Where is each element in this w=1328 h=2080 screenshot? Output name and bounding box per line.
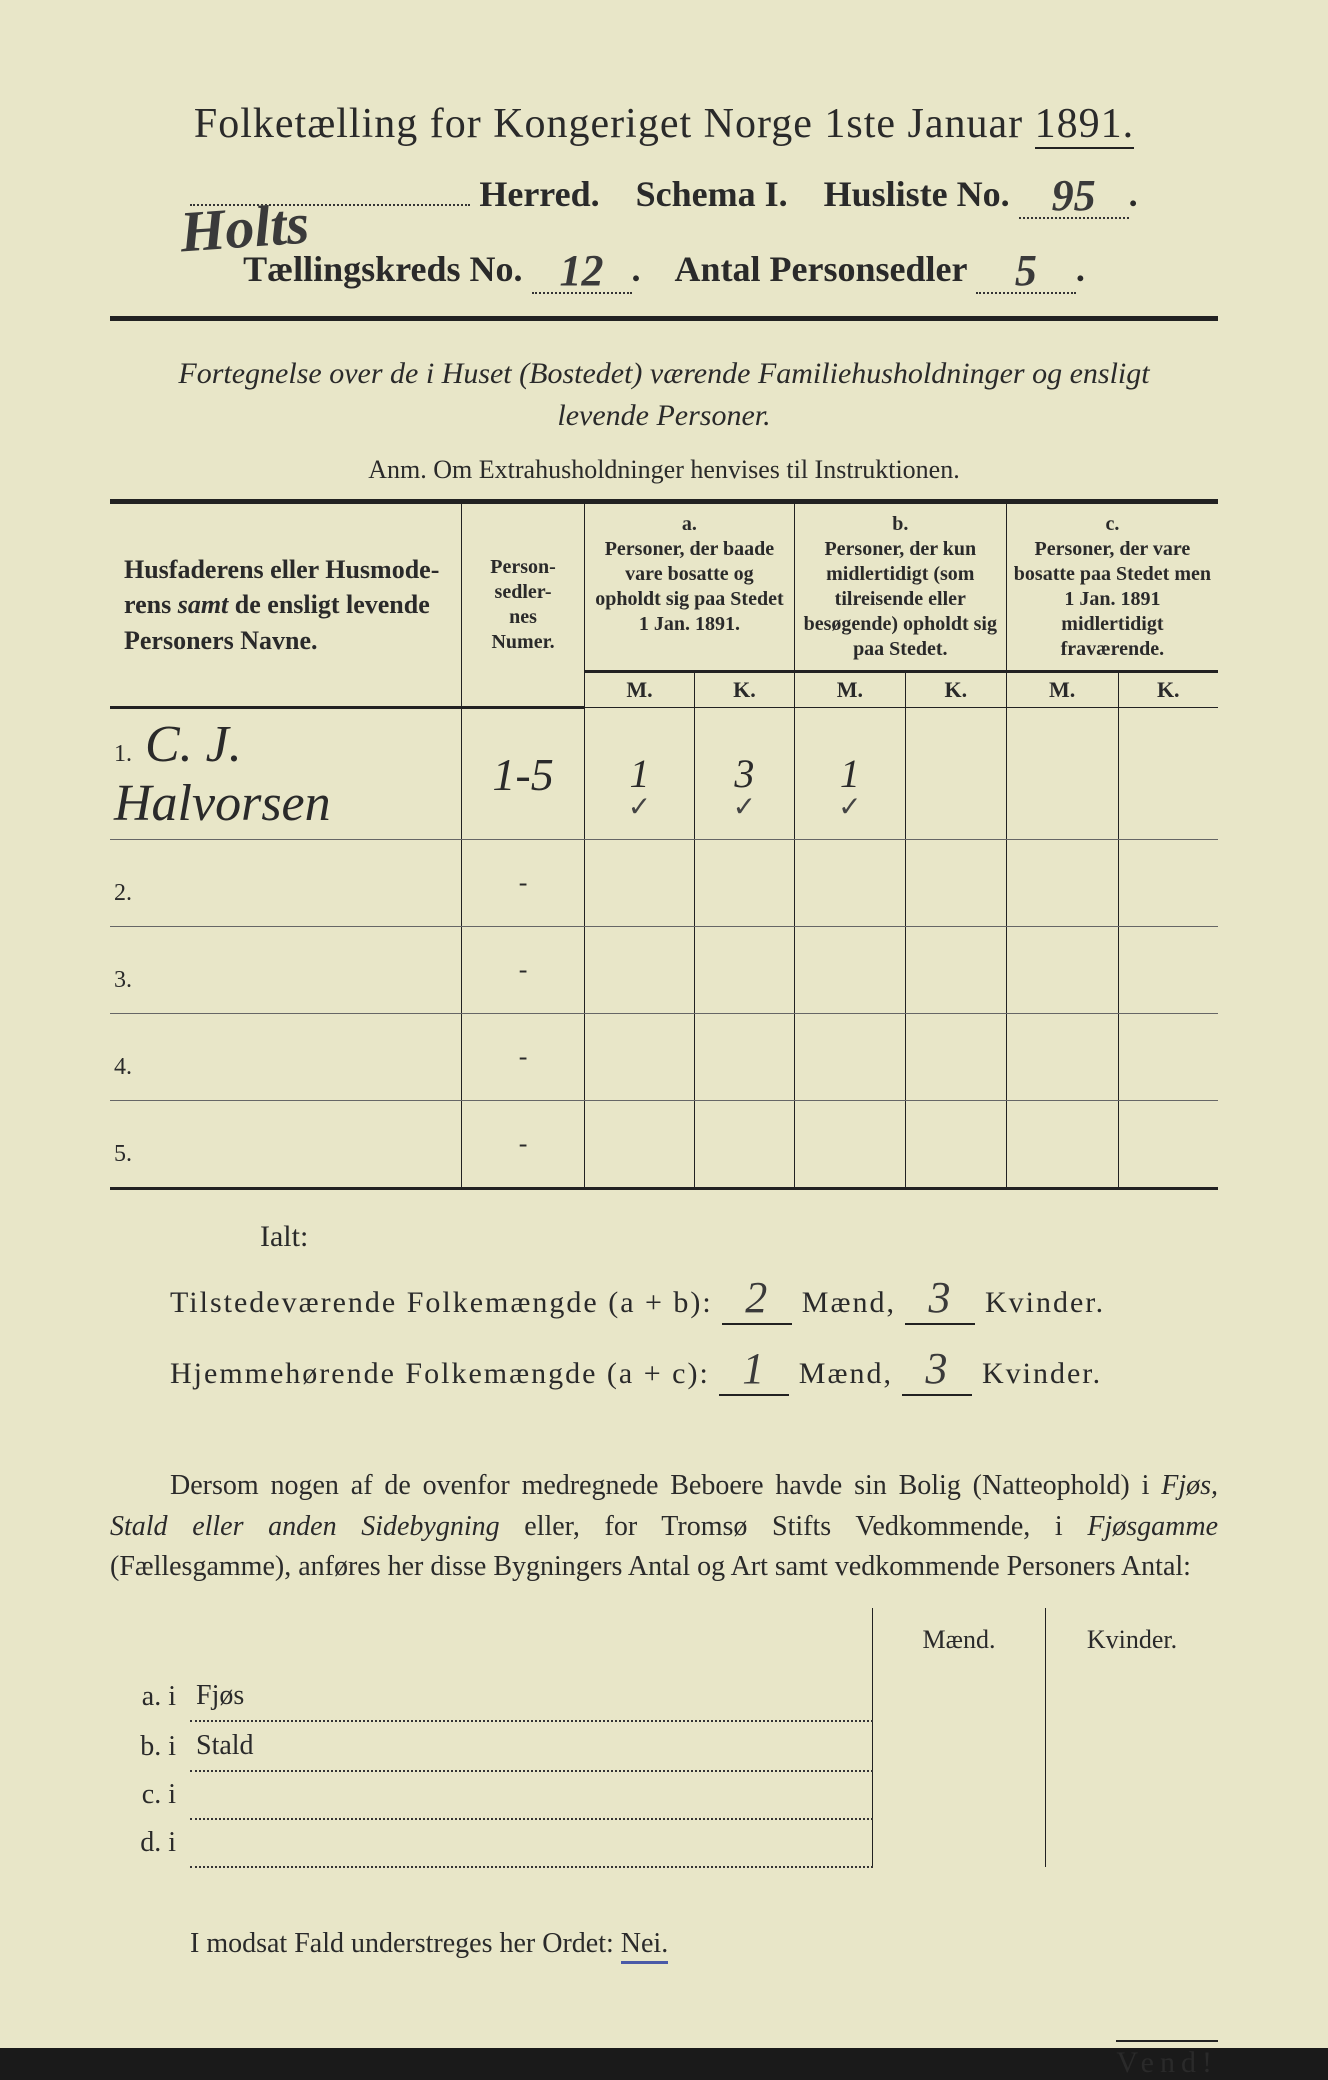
row-ps: 1-5 [462, 708, 585, 840]
row-cK [1118, 708, 1218, 840]
sum1-k: 3 [928, 1273, 952, 1322]
kreds-no: 12 [560, 246, 604, 295]
row-cM [1006, 708, 1118, 840]
col-names-1: Husfaderens eller Husmode- [124, 555, 439, 584]
table-row: 2. - [110, 840, 1218, 927]
modsat-line: I modsat Fald understreges her Ordet: Ne… [190, 1928, 1218, 1960]
divider-rule [110, 316, 1218, 321]
sum2-label: Hjemmehørende Folkemængde (a + c): [170, 1357, 710, 1390]
personsedler-label: Antal Personsedler [675, 249, 967, 289]
nei-underlined: Nei. [621, 1928, 668, 1964]
c-M: M. [1006, 672, 1118, 708]
building-paragraph: Dersom nogen af de ovenfor medregnede Be… [110, 1466, 1218, 1588]
c-K: K. [1118, 672, 1218, 708]
personsedler-no: 5 [1015, 246, 1037, 295]
census-form-page: Folketælling for Kongeriget Norge 1ste J… [0, 0, 1328, 2048]
bldg-row: d. i [110, 1819, 1218, 1867]
bldg-row: c. i [110, 1771, 1218, 1819]
sum-line-2: Hjemmehørende Folkemængde (a + c): 1 Mæn… [170, 1343, 1218, 1396]
herred-label: Herred. [479, 174, 599, 214]
row-bK [905, 708, 1006, 840]
subtitle-line-2: levende Personer. [557, 399, 770, 432]
a-M: M. [585, 672, 695, 708]
husliste-label: Husliste No. [824, 174, 1010, 214]
anm-note: Anm. Om Extrahusholdninger henvises til … [110, 455, 1218, 485]
sum1-label: Tilstedeværende Folkemængde (a + b): [170, 1286, 713, 1319]
col-header-a: a. Personer, der baade vare bosatte og o… [585, 502, 795, 672]
bldg-row: a. i Fjøs [110, 1672, 1218, 1721]
subtitle-line-1: Fortegnelse over de i Huset (Bostedet) v… [178, 357, 1149, 390]
schema-label: Schema I. [636, 174, 788, 214]
row-name: C. J. Halvorsen [114, 716, 331, 832]
a-K: K. [695, 672, 795, 708]
row-aM: 1 [585, 708, 695, 840]
bldg-row-text: Stald [196, 1730, 254, 1761]
kvinder-label: Kvinder. [985, 1286, 1105, 1319]
modsat-pre: I modsat Fald understreges her Ordet: [190, 1928, 614, 1959]
husliste-no: 95 [1052, 171, 1096, 220]
title-prefix: Folketælling for Kongeriget Norge 1ste J… [194, 101, 1023, 147]
sum-line-1: Tilstedeværende Folkemængde (a + b): 2 M… [170, 1272, 1218, 1325]
col-header-b: b. Personer, der kun midlertidigt (som t… [794, 502, 1006, 672]
sum2-k: 3 [925, 1344, 949, 1393]
bldg-row: b. i Stald [110, 1721, 1218, 1771]
sum2-m: 1 [742, 1344, 766, 1393]
vend-label: Vend! [1116, 2040, 1218, 2080]
table-row: 5. - [110, 1101, 1218, 1189]
table-row: 1. C. J. Halvorsen 1-5 1 3 1 [110, 708, 1218, 840]
b-K: K. [905, 672, 1006, 708]
col-names-3: Personers Navne. [124, 626, 318, 655]
bldg-row-text: Fjøs [196, 1680, 244, 1711]
col-header-c: c. Personer, der vare bosatte paa Stedet… [1006, 502, 1218, 672]
bldg-maend-header: Mænd. [873, 1608, 1046, 1672]
bldg-kvinder-header: Kvinder. [1046, 1608, 1219, 1672]
col-header-personsedler: Person- sedler- nes Numer. [462, 502, 585, 708]
b-M: M. [794, 672, 905, 708]
title-year: 1891. [1035, 101, 1135, 149]
ialt-label: Ialt: [260, 1220, 1218, 1254]
main-table-wrap: Husfaderens eller Husmode- rens samt de … [110, 499, 1218, 1190]
row-bM: 1 [794, 708, 905, 840]
table-row: 4. - [110, 1014, 1218, 1101]
title-line: Folketælling for Kongeriget Norge 1ste J… [110, 100, 1218, 148]
header-line-2: Holts Herred. Schema I. Husliste No. 95 … [110, 166, 1218, 219]
subtitle: Fortegnelse over de i Huset (Bostedet) v… [110, 353, 1218, 437]
sum1-m: 2 [745, 1273, 769, 1322]
col-header-names: Husfaderens eller Husmode- rens samt de … [110, 502, 462, 708]
building-table: Mænd. Kvinder. a. i Fjøs b. i Stald c. i [110, 1608, 1218, 1868]
herred-handwritten: Holts [178, 190, 311, 266]
table-body: 1. C. J. Halvorsen 1-5 1 3 1 2. - [110, 708, 1218, 1189]
main-table: Husfaderens eller Husmode- rens samt de … [110, 499, 1218, 1190]
row-aK: 3 [695, 708, 795, 840]
maend-label: Mænd, [802, 1286, 896, 1319]
table-row: 3. - [110, 927, 1218, 1014]
row-num: 1. [114, 741, 132, 767]
